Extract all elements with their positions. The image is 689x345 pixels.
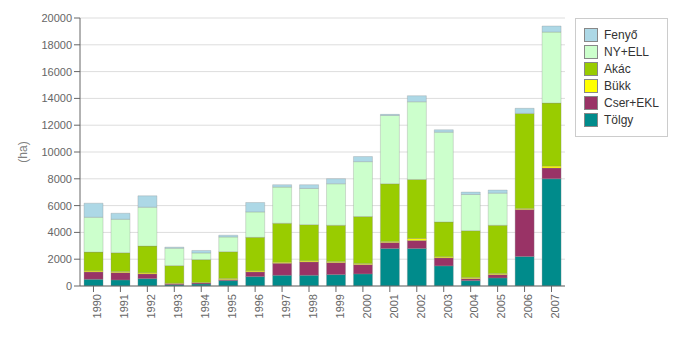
svg-text:2000: 2000 bbox=[48, 253, 72, 265]
svg-text:1998: 1998 bbox=[307, 294, 319, 318]
svg-text:1992: 1992 bbox=[145, 294, 157, 318]
svg-text:18000: 18000 bbox=[41, 39, 72, 51]
svg-text:1994: 1994 bbox=[199, 294, 211, 318]
svg-text:2002: 2002 bbox=[415, 294, 427, 318]
svg-text:2000: 2000 bbox=[361, 294, 373, 318]
svg-text:2005: 2005 bbox=[495, 294, 507, 318]
svg-text:1995: 1995 bbox=[226, 294, 238, 318]
html-text:Cser+EKL: Cser+EKL bbox=[604, 96, 659, 110]
html-text:Bükk: Bükk bbox=[604, 79, 631, 93]
svg-text:2004: 2004 bbox=[468, 294, 480, 318]
svg-text:2001: 2001 bbox=[388, 294, 400, 318]
svg-text:(ha): (ha) bbox=[16, 141, 30, 162]
svg-text:0: 0 bbox=[66, 280, 72, 292]
html-text:Akác: Akác bbox=[604, 62, 631, 76]
svg-text:10000: 10000 bbox=[41, 146, 72, 158]
svg-text:1996: 1996 bbox=[253, 294, 265, 318]
svg-text:20000: 20000 bbox=[41, 12, 72, 24]
svg-text:1997: 1997 bbox=[280, 294, 292, 318]
svg-text:4000: 4000 bbox=[48, 226, 72, 238]
svg-text:8000: 8000 bbox=[48, 173, 72, 185]
svg-text:14000: 14000 bbox=[41, 92, 72, 104]
svg-text:2007: 2007 bbox=[549, 294, 561, 318]
svg-text:6000: 6000 bbox=[48, 200, 72, 212]
svg-text:2006: 2006 bbox=[522, 294, 534, 318]
svg-text:16000: 16000 bbox=[41, 66, 72, 78]
svg-text:1999: 1999 bbox=[334, 294, 346, 318]
svg-text:12000: 12000 bbox=[41, 119, 72, 131]
svg-text:1990: 1990 bbox=[91, 294, 103, 318]
html-text:Tölgy: Tölgy bbox=[604, 113, 634, 127]
html-text:Fenyő: Fenyő bbox=[604, 28, 638, 42]
html-text:NY+ELL: NY+ELL bbox=[604, 45, 649, 59]
svg-text:2003: 2003 bbox=[442, 294, 454, 318]
svg-text:1991: 1991 bbox=[118, 294, 130, 318]
svg-text:1993: 1993 bbox=[172, 294, 184, 318]
